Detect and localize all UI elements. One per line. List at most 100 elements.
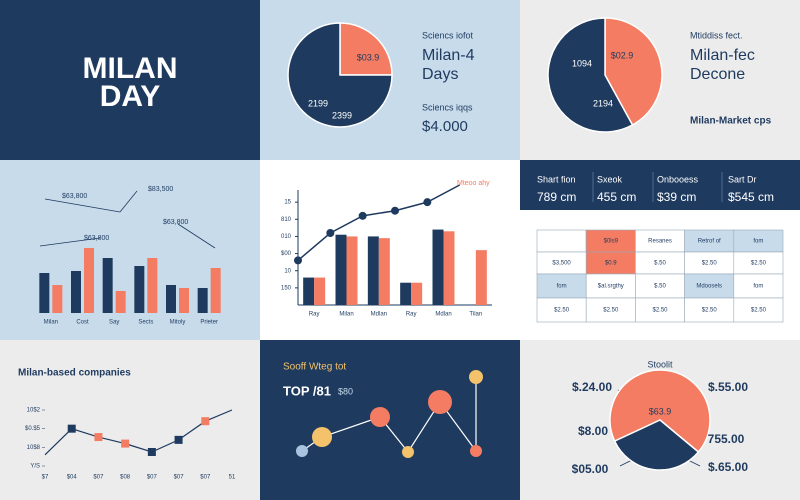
bar	[443, 231, 455, 305]
bar	[179, 288, 189, 313]
panel-bg	[260, 340, 520, 500]
table-text: fom	[557, 284, 567, 290]
x-tick-label: Prieter	[200, 320, 218, 326]
bar	[210, 268, 221, 313]
leader-line	[177, 223, 216, 249]
pie-label: $.65.00	[708, 460, 748, 474]
y-tick-label: $0.$5	[25, 426, 41, 432]
bubble	[312, 427, 332, 447]
bubble	[296, 445, 308, 457]
line-point	[174, 435, 183, 444]
y-tick-label: Y/S	[30, 464, 40, 470]
line	[297, 184, 461, 262]
annotation: Mteoo ahy	[457, 180, 490, 187]
bar	[134, 266, 145, 313]
y-tick-label: 150	[281, 285, 292, 291]
table-cell	[536, 273, 587, 299]
bar	[52, 285, 63, 313]
bar	[378, 238, 390, 305]
pie-label: 1094	[572, 58, 592, 68]
x-tick-label: 51	[229, 475, 236, 481]
x-tick-label: Ray	[406, 312, 417, 318]
y-tick-label: $00	[281, 251, 292, 257]
y-tick-label: 010	[281, 234, 292, 240]
x-tick-label: $07	[147, 475, 158, 481]
stat-label: Onbooess	[657, 174, 699, 184]
table-text: $2.50	[751, 308, 767, 314]
hero-title: DAY	[100, 80, 161, 113]
pie-slice	[613, 419, 700, 471]
x-tick-label: Mdlan	[371, 312, 387, 318]
x-tick-label: Cost	[76, 320, 89, 326]
bar	[346, 236, 358, 305]
pie-slice	[604, 17, 663, 126]
annotation: $63,800	[163, 219, 188, 226]
pie-label: Stoolit	[647, 359, 673, 369]
panel-bg	[0, 0, 260, 160]
pie-label: 2194	[593, 98, 613, 108]
y-tick-label: 10	[284, 268, 291, 274]
pie-slice	[547, 17, 634, 133]
subtitle: Sooff Wteg tot	[283, 362, 346, 373]
leader-line	[119, 190, 138, 213]
chart-title: Milan-based companies	[18, 368, 131, 379]
line-point	[391, 206, 399, 215]
bar	[39, 273, 50, 313]
x-tick-label: Mitoly	[170, 320, 186, 326]
bar	[84, 248, 94, 313]
table-cell	[635, 273, 685, 299]
table-header: Retrof of	[698, 239, 721, 245]
kicker: Sciencs iofot	[422, 30, 474, 40]
table-cell	[684, 273, 735, 299]
table-text: $.50	[654, 284, 666, 290]
bar	[367, 236, 379, 305]
bar	[475, 250, 487, 305]
line-point	[67, 424, 76, 433]
bar	[335, 234, 347, 305]
kicker: Mtiddiss fect.	[690, 30, 743, 40]
bar	[115, 291, 126, 313]
stat-value: 789 cm	[537, 190, 576, 204]
table-text: $2.50	[652, 308, 668, 314]
stat-value: $545 cm	[728, 190, 774, 204]
table-cell	[585, 297, 636, 323]
bar	[432, 229, 444, 305]
pie-label: 755.00	[708, 432, 745, 446]
line-point	[201, 417, 210, 426]
table-cell	[733, 273, 784, 299]
pie-label: 2199	[308, 98, 328, 108]
bar	[71, 271, 81, 313]
bubble	[470, 445, 482, 457]
bar	[147, 258, 158, 313]
pie-label: $.55.00	[708, 380, 748, 394]
table-text: $2.50	[751, 261, 767, 267]
line-point	[94, 433, 103, 442]
table-corner	[536, 229, 587, 253]
x-tick-label: Tilan	[469, 312, 482, 318]
table-header: Resanes	[648, 239, 672, 245]
table-text: $2.50	[702, 308, 718, 314]
stat-label: Sart Dr	[728, 174, 757, 184]
stats-band	[520, 160, 800, 210]
x-tick-label: $07	[93, 475, 104, 481]
stat-value: $39 cm	[657, 190, 696, 204]
x-tick-label: $08	[120, 475, 131, 481]
table-cell	[733, 297, 784, 323]
title-note: $80	[338, 386, 353, 396]
bar	[197, 288, 208, 313]
bubble	[402, 446, 414, 458]
pie-label: $.24.00	[572, 380, 612, 394]
line-point	[326, 229, 335, 237]
x-tick-label: Milan	[339, 312, 353, 318]
table-text: $2.50	[554, 308, 570, 314]
table-text: $3,500	[552, 261, 571, 267]
y-tick-label: 15	[284, 200, 291, 206]
bubble	[469, 370, 483, 384]
line-point	[121, 439, 130, 448]
y-tick-label: 10$2	[27, 408, 41, 414]
bar	[166, 285, 176, 313]
chart-title: TOP /81	[283, 383, 331, 398]
bubble	[428, 390, 452, 414]
pie-label: $02.9	[611, 50, 634, 60]
